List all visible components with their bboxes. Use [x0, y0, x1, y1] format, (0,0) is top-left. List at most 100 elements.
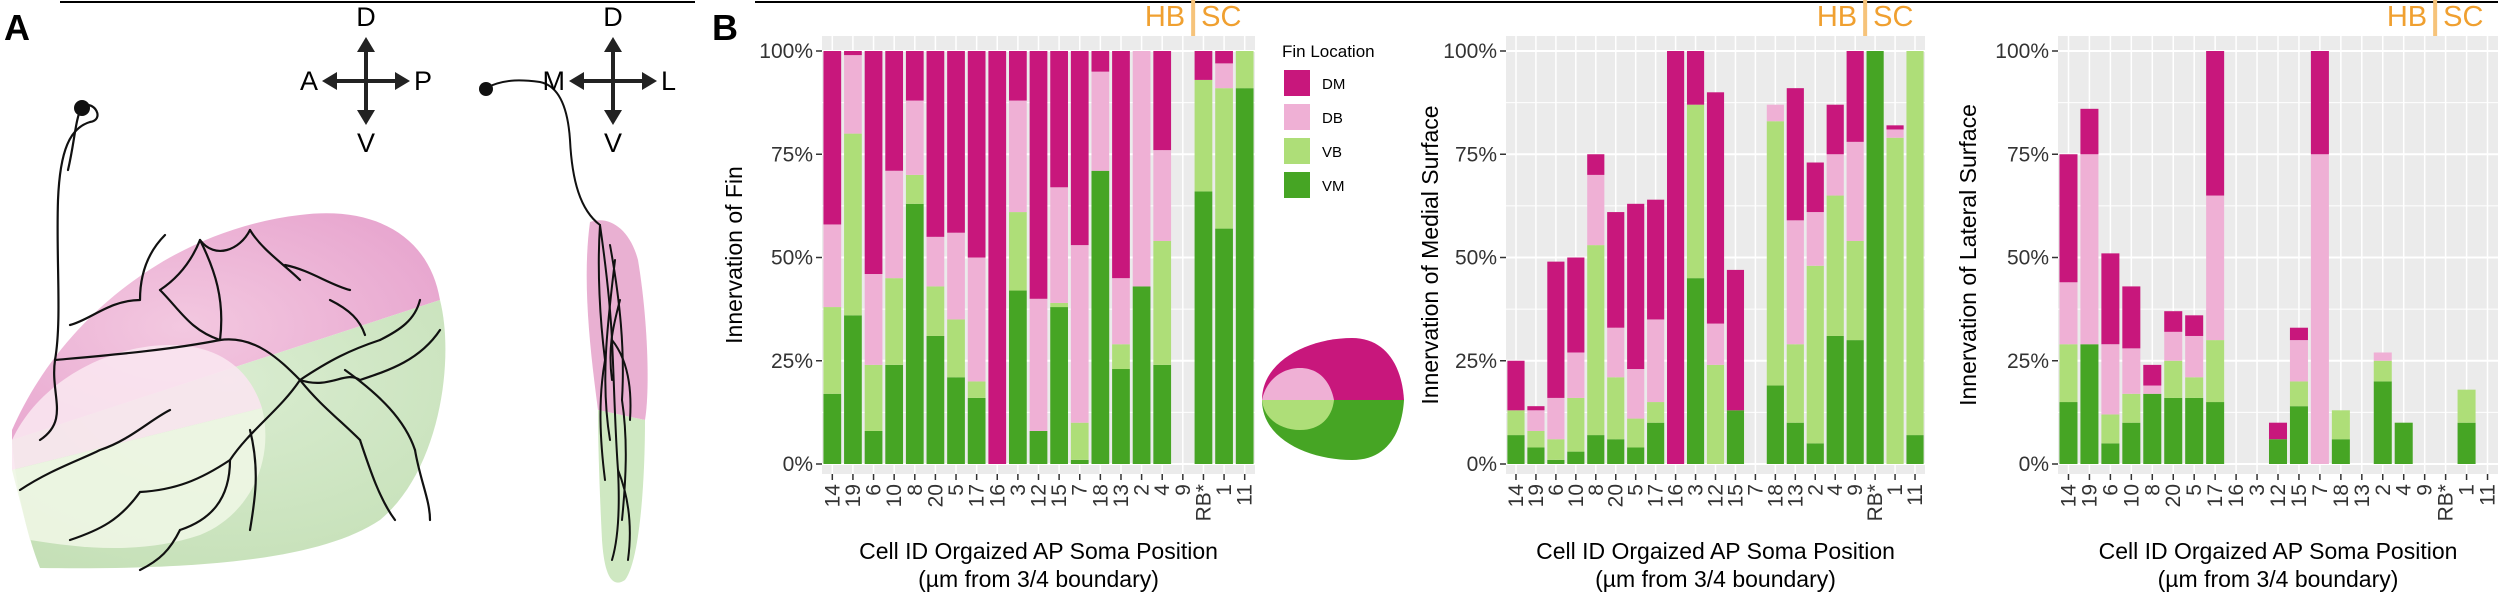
x-tick-label: 1	[2456, 484, 2479, 496]
x-tick-label: 2	[1131, 484, 1154, 496]
x-tick-label: 20	[1605, 484, 1628, 507]
x-tick-label: 5	[2183, 484, 2206, 496]
bar-db-15	[2289, 340, 2308, 382]
bar-db-2	[2373, 352, 2392, 361]
bar-dm-20	[926, 51, 945, 237]
bar-vb-8	[1587, 245, 1605, 436]
bar-dm-1	[1886, 125, 1904, 130]
bar-dm-16	[988, 51, 1007, 464]
y-axis-title: Innervation of Fin	[721, 166, 747, 344]
bar-vb-19	[844, 133, 862, 316]
bar-dm-5	[2185, 315, 2204, 336]
y-tick-label: 25%	[2007, 350, 2049, 373]
bar-db-4	[1826, 154, 1844, 196]
bar-vm-17	[967, 397, 986, 464]
dir-dorsal-ml: D	[603, 2, 623, 32]
y-tick-label: 100%	[1443, 40, 1497, 63]
bar-vb-20	[926, 286, 945, 336]
bar-dm-7	[2310, 51, 2329, 155]
bar-db-13	[1112, 278, 1130, 345]
bar-dm-2	[1806, 162, 1824, 213]
bar-vb-6	[864, 364, 883, 431]
y-tick-label: 0%	[2019, 453, 2049, 476]
bar-db-7	[1070, 245, 1089, 423]
legend: Fin Location DM DB VB VM	[1282, 42, 1375, 198]
bar-dm-12	[1706, 92, 1725, 324]
bar-dm-10	[885, 51, 904, 171]
bar-vm-8	[1587, 435, 1605, 464]
bar-vb-15	[2289, 381, 2308, 407]
x-tick-label: 13	[1110, 484, 1133, 507]
bar-db-1	[1886, 129, 1904, 138]
fin-medial-dorsal	[586, 220, 648, 420]
bar-vb-10	[2122, 393, 2141, 423]
bar-dm-4	[1153, 51, 1172, 151]
dir-anterior: A	[300, 66, 318, 96]
x-tick-label: 15	[2288, 484, 2311, 507]
bar-dm-20	[1607, 212, 1625, 328]
bar-vb-3	[1686, 104, 1705, 279]
y-axis-title: Innervation of Lateral Surface	[1955, 104, 1981, 406]
dir-ventral-ap: V	[357, 128, 375, 158]
bar-vb-4	[1826, 195, 1844, 336]
bar-vm-18	[1091, 170, 1110, 464]
legend-label-vm: VM	[1322, 178, 1345, 195]
x-tick-label: 13	[1784, 484, 1807, 507]
chart-1: HB SC0%25%50%75%100%141961082051716312157…	[721, 0, 1257, 592]
x-tick-label: 9	[1844, 484, 1867, 496]
x-axis-subtitle: (µm from 3/4 boundary)	[918, 566, 1159, 592]
bar-db-19	[1527, 410, 1545, 431]
x-tick-label: 6	[2099, 484, 2122, 496]
bar-db-6	[2101, 344, 2120, 415]
bar-dm-3	[1686, 51, 1705, 105]
x-tick-label: 9	[1172, 484, 1195, 496]
bar-db-19	[844, 55, 862, 134]
fin-quadrant-schematic	[1262, 338, 1404, 460]
bar-db-8	[2143, 385, 2162, 394]
bar-vm-13	[1786, 422, 1804, 464]
legend-swatch-db	[1284, 104, 1310, 130]
bar-vb-13	[1786, 344, 1804, 423]
x-tick-label: 7	[1744, 484, 1767, 496]
bar-dm-19	[2080, 108, 2099, 155]
fin-inner-ventral	[12, 408, 266, 549]
bar-vb-18	[1766, 121, 1784, 386]
x-tick-label: 15	[1724, 484, 1747, 507]
bar-dm-6	[1547, 261, 1565, 398]
dir-lateral: L	[661, 66, 676, 96]
panel-a-illustration: D V A P D V M L	[12, 2, 676, 583]
x-tick-label: 2	[1804, 484, 1827, 496]
bar-vm-8	[905, 203, 924, 464]
x-axis-subtitle: (µm from 3/4 boundary)	[1595, 566, 1836, 592]
bar-dm-8	[905, 51, 924, 101]
bar-db-5	[1627, 369, 1645, 419]
bar-vb-11	[1906, 51, 1924, 436]
y-tick-label: 75%	[1455, 143, 1497, 166]
bar-dm-13	[1112, 51, 1130, 279]
x-tick-label: 13	[2351, 484, 2374, 507]
bar-vm-RB*	[1194, 191, 1213, 465]
bar-dm-17	[967, 51, 986, 258]
x-tick-label: 17	[1645, 484, 1668, 507]
bar-vm-13	[1112, 369, 1130, 464]
bar-dm-6	[2101, 253, 2120, 345]
bar-vm-2	[1132, 286, 1151, 464]
bar-vm-10	[2122, 422, 2141, 464]
bar-dm-19	[1527, 406, 1545, 411]
x-tick-label: 20	[2162, 484, 2185, 507]
bar-dm-10	[1567, 257, 1585, 353]
x-tick-label: 10	[2120, 484, 2143, 507]
bar-dm-20	[2164, 311, 2183, 332]
bar-dm-12	[1029, 51, 1048, 299]
y-tick-label: 50%	[771, 247, 813, 270]
bar-dm-8	[1587, 154, 1605, 175]
bar-db-20	[1607, 327, 1625, 378]
bar-vm-6	[1547, 459, 1565, 464]
bar-vb-15	[1050, 302, 1068, 308]
bar-vm-20	[926, 335, 945, 464]
bar-vm-8	[2143, 393, 2162, 464]
dir-dorsal-ap: D	[356, 2, 376, 32]
region-label-hb: HB	[1817, 1, 1857, 33]
legend-label-db: DB	[1322, 110, 1343, 127]
x-tick-label: RB*	[2435, 484, 2458, 521]
